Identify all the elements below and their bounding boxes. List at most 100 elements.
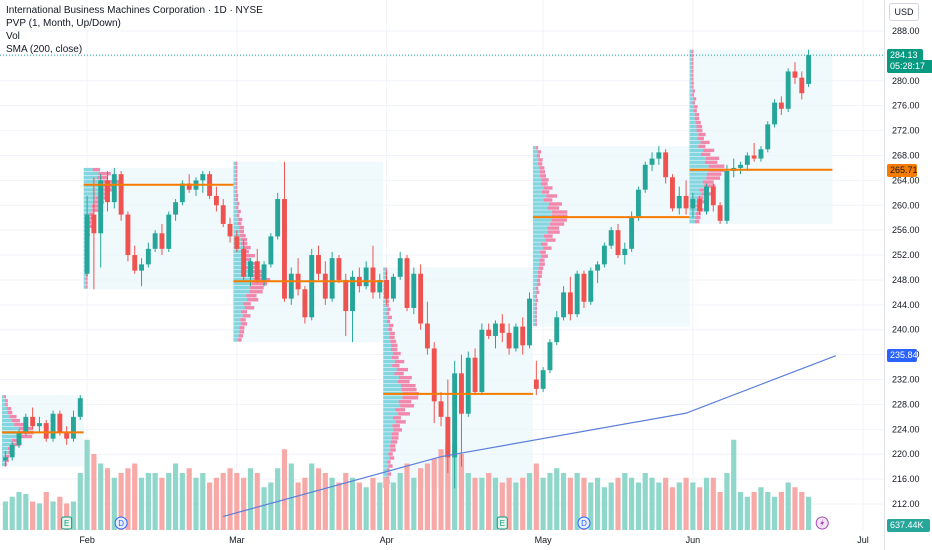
volume-bar: [744, 496, 750, 530]
profile-row-up: [689, 77, 692, 81]
profile-row-down: [392, 363, 400, 368]
profile-row-down: [545, 238, 556, 242]
profile-row-up: [532, 146, 536, 150]
profile-row-down: [237, 338, 242, 342]
candle-body: [71, 416, 76, 439]
x-tick-label: Apr: [380, 535, 394, 545]
candle-body: [247, 261, 253, 277]
profile-row-up: [532, 222, 551, 226]
profile-row-up: [689, 117, 695, 121]
profile-row-down: [97, 192, 110, 196]
profile-row-down: [6, 454, 10, 459]
profile-row-down: [693, 105, 698, 109]
profile-row-down: [699, 200, 708, 204]
candle-body: [629, 217, 635, 249]
dividend-marker-label: D: [118, 519, 124, 528]
profile-row-up: [532, 194, 547, 198]
profile-row-up: [532, 318, 536, 323]
indicator-vol[interactable]: Vol: [6, 31, 20, 42]
y-tick-label: 220.00: [892, 449, 920, 459]
profile-row-up: [689, 136, 698, 141]
candle-body: [179, 183, 185, 203]
profile-row-up: [532, 322, 536, 327]
profile-row-down: [5, 403, 8, 407]
candle-body: [227, 223, 233, 237]
profile-row-down: [536, 154, 540, 158]
volume-bar: [438, 449, 444, 530]
candle-body: [261, 264, 267, 280]
currency-button[interactable]: USD: [889, 3, 919, 21]
volume-bar: [36, 503, 43, 530]
profile-row-up: [532, 206, 548, 210]
volume-bar: [486, 473, 492, 530]
volume-bar: [465, 473, 471, 530]
y-tick-label: 240.00: [892, 325, 920, 335]
volume-bar: [567, 477, 573, 530]
profile-row-down: [392, 416, 401, 420]
volume-bar: [424, 463, 431, 530]
volume-bar: [411, 477, 417, 530]
symbol-title[interactable]: International Business Machines Corporat…: [6, 5, 263, 16]
profile-row-up: [2, 462, 5, 467]
profile-row-up: [383, 468, 387, 472]
volume-bar: [2, 501, 8, 530]
earnings-marker: [61, 516, 73, 530]
profile-row-up: [689, 109, 694, 113]
volume-bar: [268, 482, 274, 530]
sma-line: [223, 355, 837, 518]
candle-body: [738, 164, 743, 168]
profile-row-down: [703, 148, 715, 153]
profile-row-up: [383, 323, 389, 328]
volume-bar: [104, 468, 111, 530]
profile-row-down: [387, 460, 391, 464]
profile-row-down: [239, 330, 245, 334]
candle-body: [377, 279, 383, 293]
profile-row-down: [535, 146, 539, 150]
profile-row-up: [689, 85, 692, 89]
profile-row-up: [83, 200, 95, 204]
indicator-sma[interactable]: SMA (200, close): [6, 44, 83, 55]
volume-bar: [363, 487, 369, 530]
profile-row-up: [83, 176, 98, 180]
candle-body: [806, 55, 812, 84]
volume-bar: [227, 468, 233, 530]
candle-body: [105, 180, 110, 203]
profile-row-up: [233, 330, 240, 334]
volume-bar: [595, 477, 601, 530]
profile-row-up: [2, 403, 6, 407]
profile-row-up: [532, 162, 539, 166]
profile-row-up: [83, 208, 93, 212]
profile-row-up: [689, 219, 695, 224]
profile-row-down: [235, 173, 238, 178]
volume-bar: [23, 493, 29, 530]
candle-body: [343, 279, 349, 312]
profile-row-up: [383, 416, 393, 420]
profile-row-up: [383, 448, 391, 452]
profile-row-down: [235, 177, 238, 182]
profile-row-up: [689, 160, 705, 164]
candle-body: [9, 444, 15, 458]
candle-body: [506, 332, 512, 349]
candle-body: [370, 267, 376, 293]
volume-bar: [588, 482, 594, 530]
volume-bar: [703, 477, 710, 530]
profile-row-down: [697, 136, 704, 141]
profile-row-up: [233, 169, 236, 174]
profile-row-down: [12, 442, 21, 447]
profile-row-down: [239, 326, 245, 330]
candle-body: [43, 423, 49, 439]
candle-body: [254, 261, 260, 280]
volume-bar: [207, 482, 213, 530]
volume-bar: [499, 482, 505, 530]
indicator-pvp[interactable]: PVP (1, Month, Up/Down): [6, 18, 121, 29]
profile-row-up: [383, 472, 388, 476]
candle-body: [778, 102, 784, 109]
earnings-marker-label: E: [64, 519, 69, 528]
profile-row-up: [383, 335, 390, 340]
profile-row-up: [383, 319, 388, 324]
candle-body: [302, 289, 308, 318]
profile-row-down: [236, 213, 240, 218]
candle-body: [336, 258, 342, 280]
profile-row-down: [535, 286, 539, 290]
